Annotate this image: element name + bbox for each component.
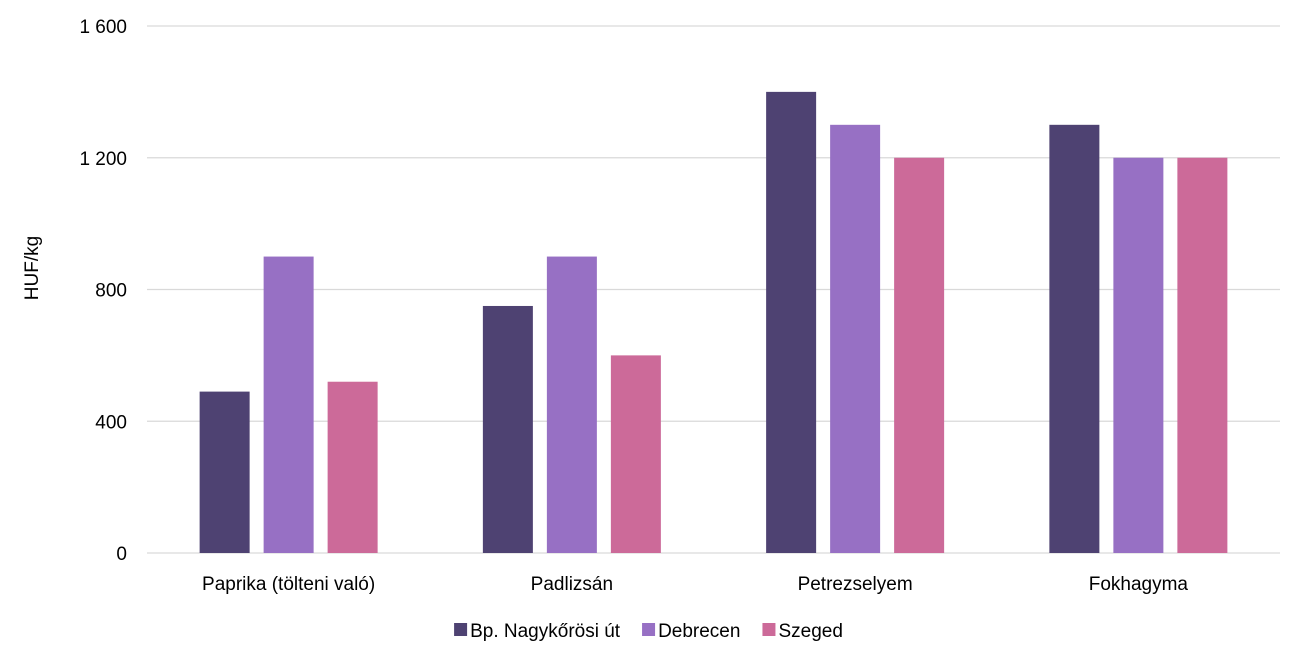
x-category-label: Padlizsán — [531, 574, 613, 595]
legend-item: Szeged — [762, 621, 843, 642]
legend-label: Szeged — [778, 621, 842, 642]
y-tick-label: 400 — [95, 412, 127, 433]
bar — [1177, 157, 1228, 553]
bar — [894, 157, 945, 553]
legend-item: Bp. Nagykőrösi út — [454, 621, 621, 642]
bar — [327, 381, 378, 553]
bar — [1113, 157, 1164, 553]
y-axis-ticks: 0 400 800 1 200 1 600 — [79, 17, 127, 565]
legend-label: Debrecen — [658, 621, 740, 642]
y-tick-label: 800 — [95, 281, 127, 302]
legend-label: Bp. Nagykőrösi út — [470, 621, 621, 642]
y-tick-label: 0 — [116, 544, 127, 565]
bar — [830, 124, 881, 553]
legend-swatch — [762, 623, 776, 636]
x-category-label: Paprika (tölteni való) — [202, 574, 375, 595]
x-axis-categories: Paprika (tölteni való) Padlizsán Petrezsel… — [202, 574, 1188, 595]
y-axis-title: HUF/kg — [22, 236, 43, 300]
x-category-label: Petrezselyem — [798, 574, 913, 595]
bar — [1049, 124, 1100, 553]
y-tick-label: 1 200 — [79, 149, 127, 170]
legend-swatch — [454, 623, 468, 636]
bar — [610, 355, 661, 553]
legend-swatch — [642, 623, 656, 636]
bars — [199, 91, 1228, 553]
y-tick-label: 1 600 — [79, 17, 127, 38]
bar — [546, 256, 597, 553]
legend-item: Debrecen — [642, 621, 740, 642]
bar — [482, 305, 533, 553]
bar — [766, 91, 817, 553]
bar — [199, 391, 250, 553]
bar — [263, 256, 314, 553]
legend: Bp. Nagykőrösi út Debrecen Szeged — [454, 621, 843, 642]
gridlines — [147, 25, 1280, 554]
x-category-label: Fokhagyma — [1089, 574, 1189, 595]
